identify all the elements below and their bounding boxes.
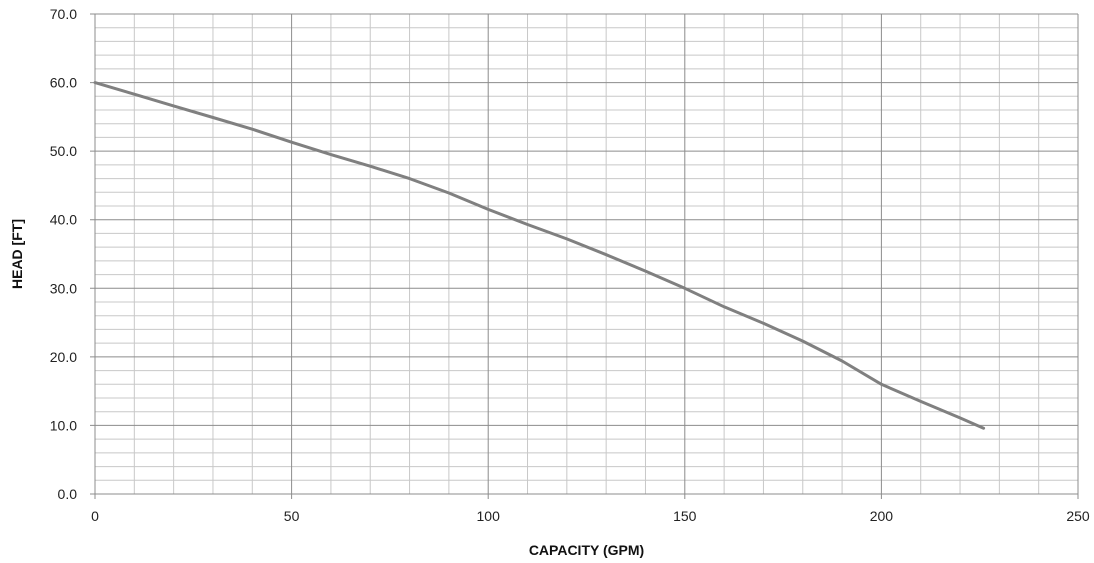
series-layer bbox=[93, 81, 986, 430]
x-tick-label: 200 bbox=[870, 508, 894, 524]
y-tick-label: 70.0 bbox=[50, 6, 77, 22]
x-tick-label: 0 bbox=[91, 508, 99, 524]
x-axis-ticks: 0 50 100 150 200 250 bbox=[91, 508, 1090, 524]
y-tick-label: 30.0 bbox=[50, 280, 77, 296]
x-axis-title: CAPACITY (GPM) bbox=[529, 542, 644, 558]
x-tick-label: 50 bbox=[284, 508, 300, 524]
y-tick-label: 0.0 bbox=[58, 486, 78, 502]
y-tick-label: 50.0 bbox=[50, 143, 77, 159]
x-tick-label: 250 bbox=[1066, 508, 1090, 524]
y-tick-label: 20.0 bbox=[50, 349, 77, 365]
y-tick-label: 60.0 bbox=[50, 75, 77, 91]
minor-grid bbox=[95, 14, 1078, 494]
y-tick-label: 40.0 bbox=[50, 212, 77, 228]
x-tick-label: 100 bbox=[477, 508, 501, 524]
major-grid bbox=[90, 13, 1079, 499]
pump-curve-line bbox=[93, 81, 986, 430]
y-axis-title: HEAD [FT] bbox=[9, 219, 25, 289]
y-axis-ticks: 0.0 10.0 20.0 30.0 40.0 50.0 60.0 70.0 bbox=[50, 6, 77, 502]
x-tick-label: 150 bbox=[673, 508, 697, 524]
y-tick-label: 10.0 bbox=[50, 417, 77, 433]
